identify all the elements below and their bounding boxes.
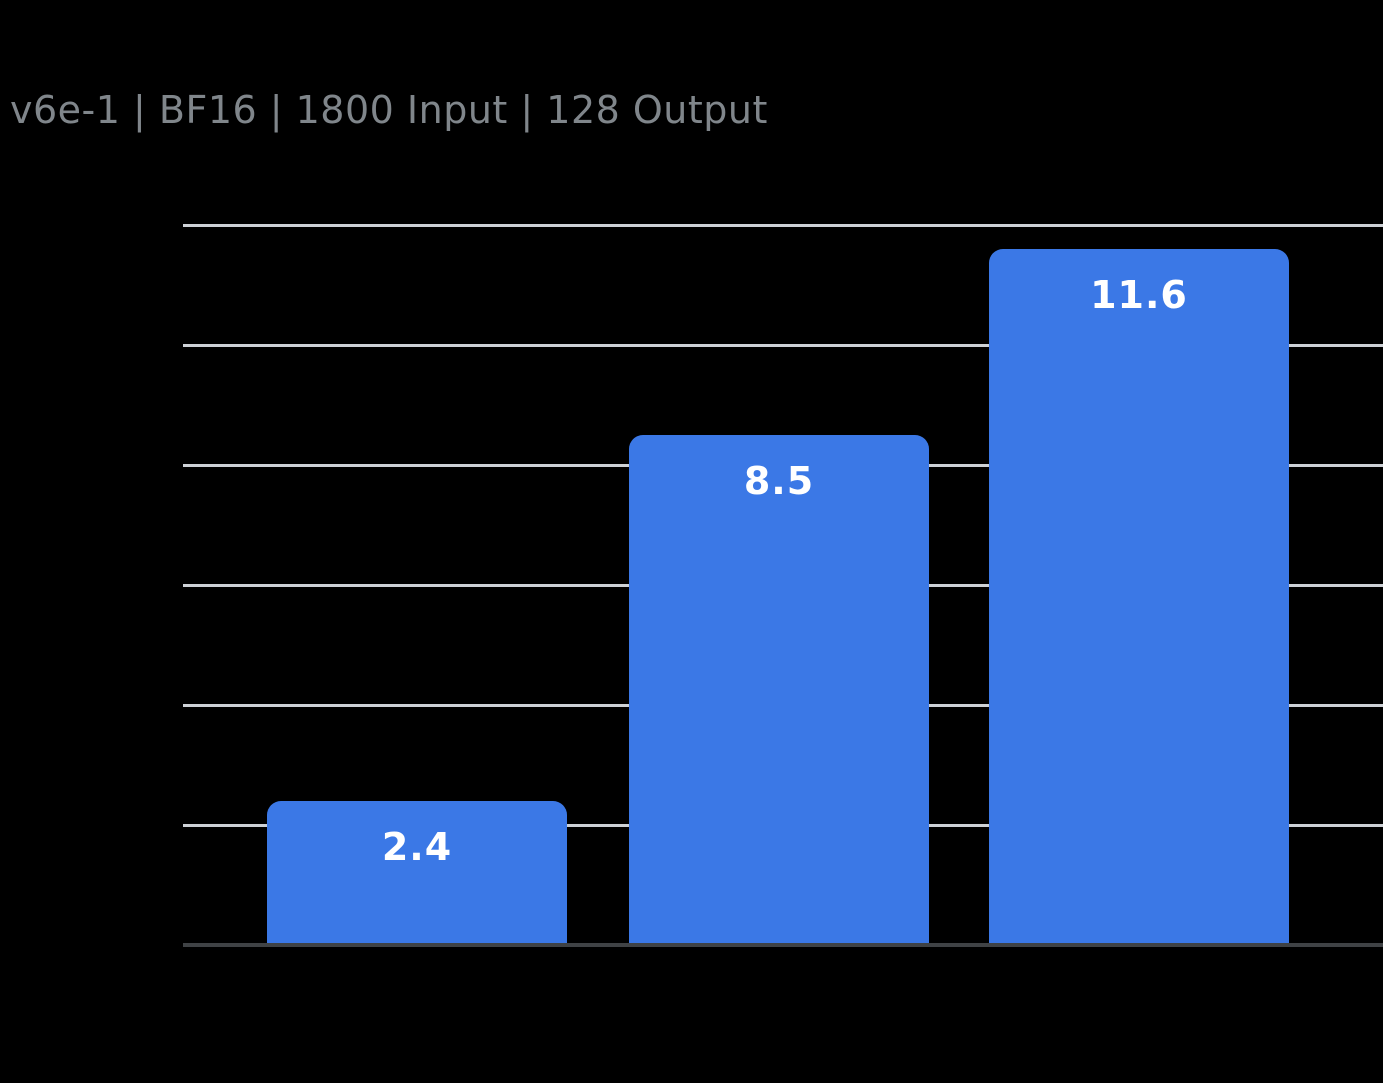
x-axis-line <box>183 943 1383 947</box>
chart-title: v6e-1 | BF16 | 1800 Input | 128 Output <box>10 88 768 132</box>
bar-value-label: 2.4 <box>381 825 453 869</box>
bar: 8.5 <box>629 435 929 945</box>
gridline <box>183 344 1383 347</box>
bar: 2.4 <box>267 801 567 945</box>
plot-area: 2.4 8.5 11.6 <box>183 224 1383 947</box>
gridline <box>183 224 1383 227</box>
bar-value-label: 8.5 <box>743 459 815 503</box>
bar-value-label: 11.6 <box>1090 273 1188 317</box>
bar: 11.6 <box>989 249 1289 945</box>
